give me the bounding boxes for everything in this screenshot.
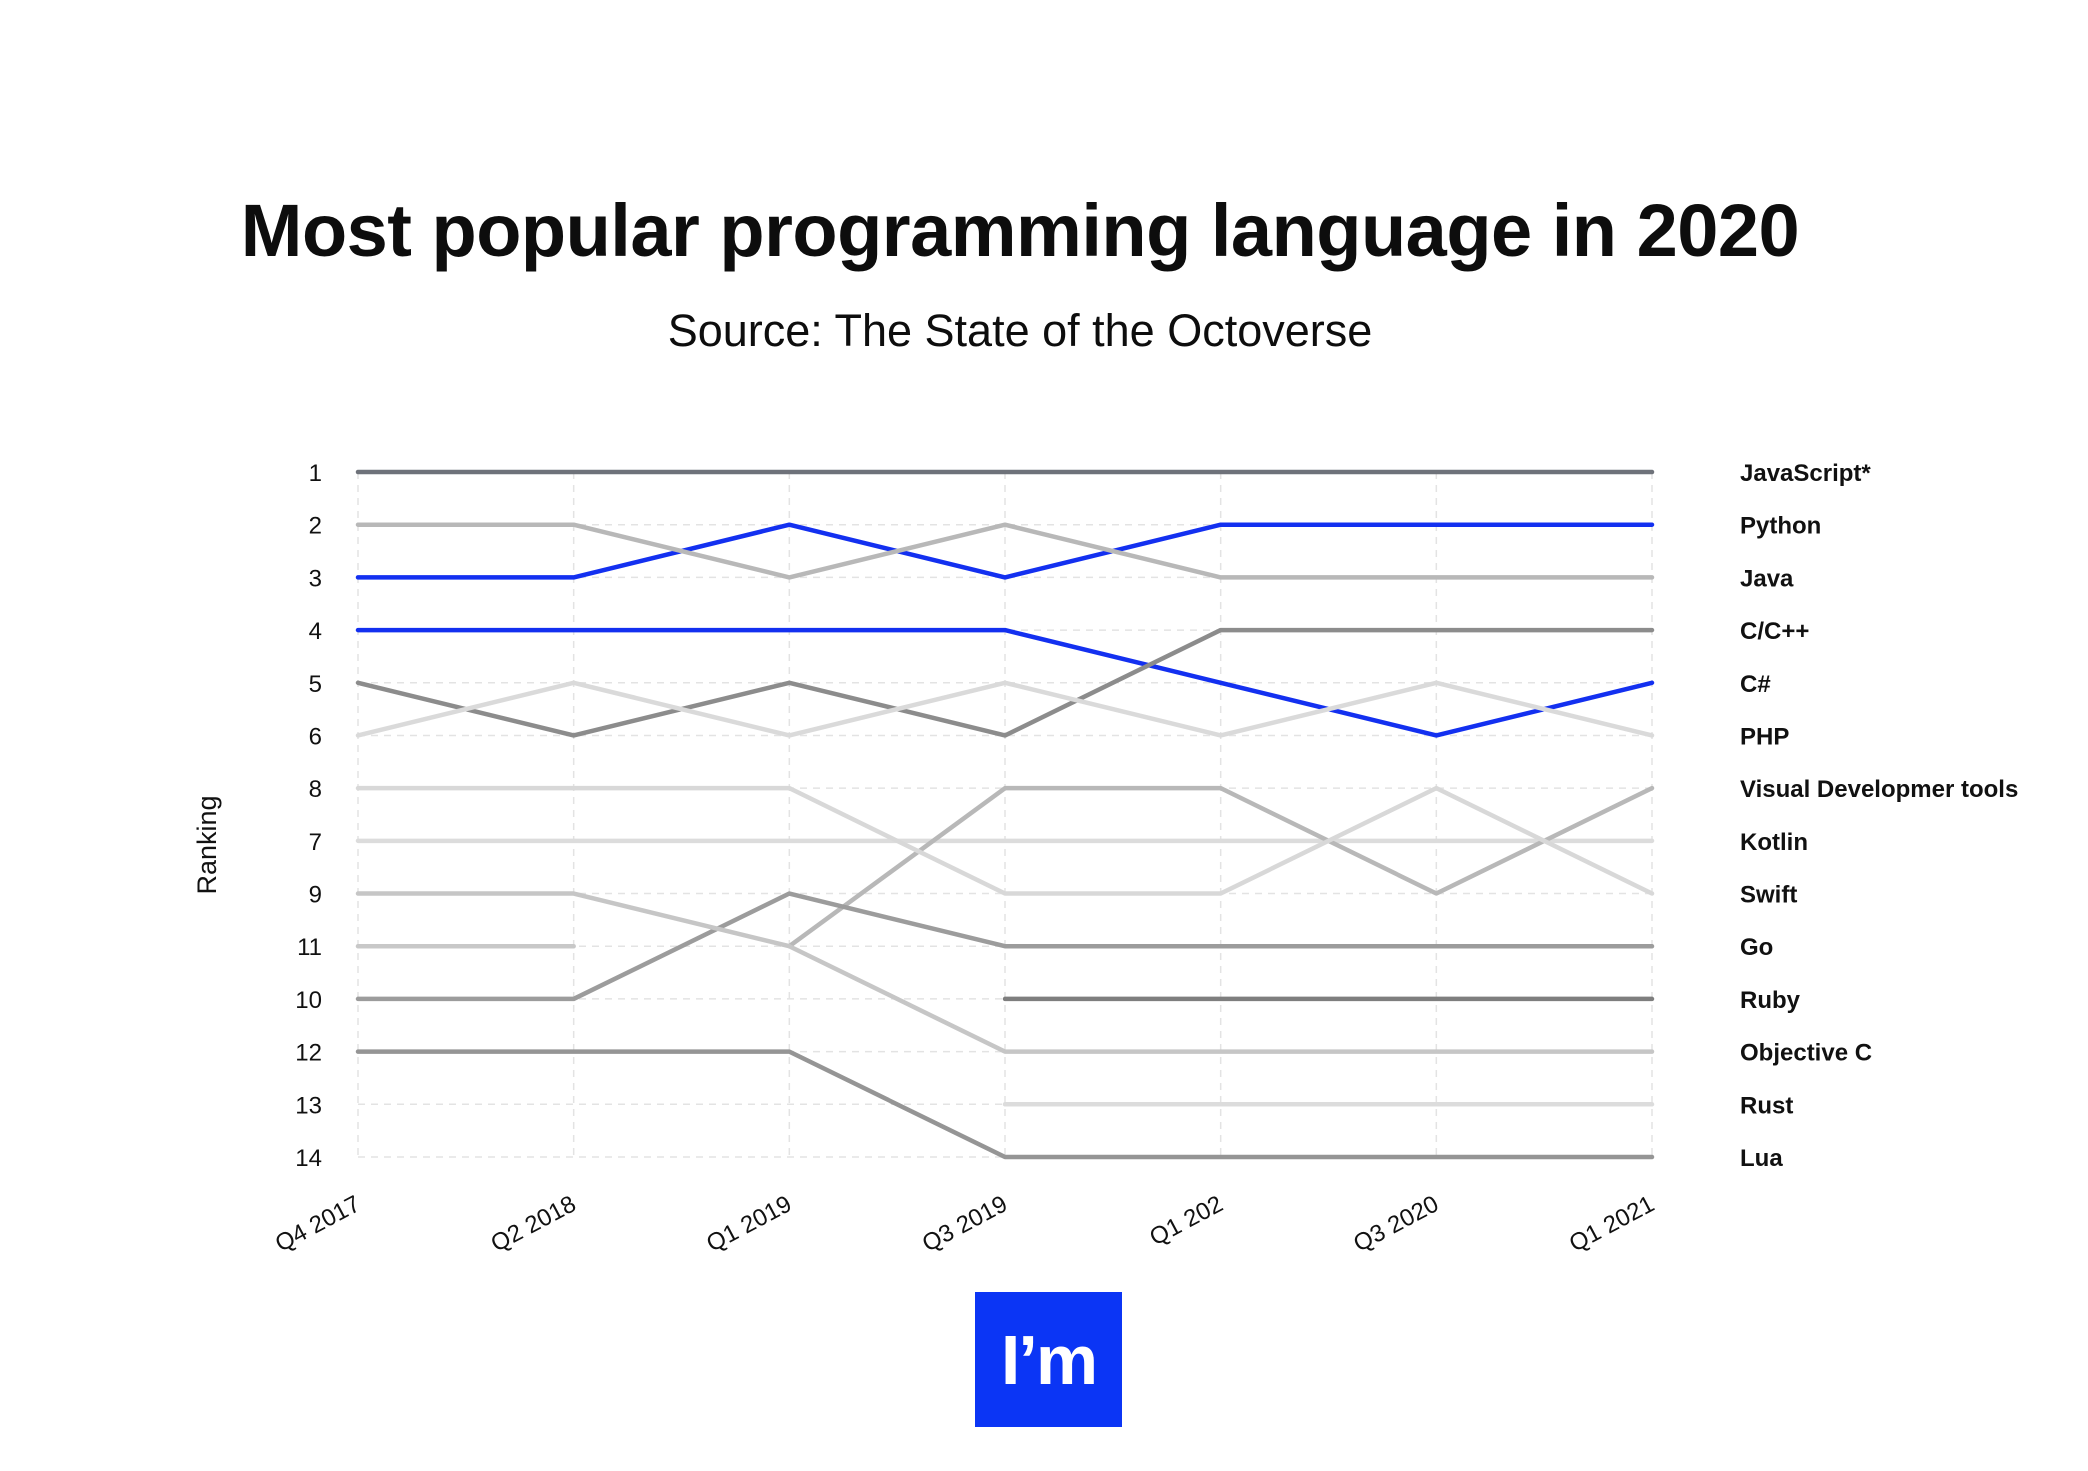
- row-label: Java: [1740, 565, 1794, 592]
- x-tick-label: Q1 2021: [1565, 1190, 1659, 1257]
- x-tick-label: Q1 2019: [702, 1190, 796, 1257]
- y-tick-label: 1: [309, 460, 322, 487]
- series-line: [787, 785, 1655, 949]
- y-tick-label: 9: [309, 882, 322, 909]
- chart-title: Most popular programming language in 202…: [240, 189, 1800, 272]
- y-tick-label: 3: [309, 565, 322, 592]
- series-line: [355, 891, 1655, 1002]
- x-tick-label: Q4 2017: [271, 1190, 365, 1257]
- series-lines: [355, 469, 1655, 1160]
- row-label: JavaScript*: [1740, 460, 1871, 487]
- y-tick-label: 2: [309, 513, 322, 540]
- row-label: Ruby: [1740, 987, 1801, 1014]
- row-label: Swift: [1740, 882, 1797, 909]
- y-tick-label: 11: [297, 934, 322, 961]
- x-tick-label: Q2 2018: [487, 1190, 581, 1257]
- x-tick-label: Q3 2019: [918, 1190, 1012, 1257]
- series-line: [355, 627, 1655, 738]
- y-tick-label: 12: [295, 1040, 322, 1067]
- y-axis-title: Ranking: [192, 795, 222, 894]
- y-tick-label: 6: [309, 723, 322, 750]
- series-line: [355, 522, 1655, 580]
- row-label: C#: [1740, 671, 1771, 698]
- y-tick-label: 14: [295, 1145, 322, 1172]
- x-tick-label: Q3 2020: [1349, 1190, 1443, 1257]
- series-line: [355, 1049, 1655, 1160]
- y-tick-label: 8: [309, 776, 322, 803]
- series-line: [355, 522, 1655, 580]
- row-label: Kotlin: [1740, 829, 1808, 856]
- row-label: PHP: [1740, 723, 1789, 750]
- y-tick-label: 5: [309, 671, 322, 698]
- chart-subtitle: Source: The State of the Octoverse: [667, 305, 1373, 356]
- row-labels: JavaScript* Python Java C/C++ C# PHP Visual De…: [1740, 460, 2018, 1172]
- row-label: Go: [1740, 934, 1773, 961]
- y-tick-label: 4: [309, 618, 322, 645]
- y-tick-label: 10: [295, 987, 322, 1014]
- row-label: Visual Developmer tools: [1740, 776, 2018, 803]
- series-line: [355, 627, 1655, 738]
- row-label: Python: [1740, 513, 1821, 540]
- y-tick-label: 7: [309, 829, 322, 856]
- series-line: [355, 891, 1655, 1054]
- grid-lines: [357, 471, 1653, 1161]
- series-line: [355, 785, 1655, 896]
- x-tick-labels: Q4 2017 Q2 2018 Q1 2019 Q3 2019 Q1 202 Q3 202…: [271, 1190, 1659, 1257]
- y-tick-label: 13: [295, 1092, 322, 1119]
- x-tick-label: Q1 202: [1145, 1190, 1227, 1251]
- row-label: Objective C: [1740, 1040, 1872, 1067]
- brand-logo: I’m: [975, 1292, 1122, 1427]
- series-line: [355, 680, 1655, 738]
- row-label: Lua: [1740, 1145, 1783, 1172]
- row-label: C/C++: [1740, 618, 1809, 645]
- row-label: Rust: [1740, 1092, 1793, 1119]
